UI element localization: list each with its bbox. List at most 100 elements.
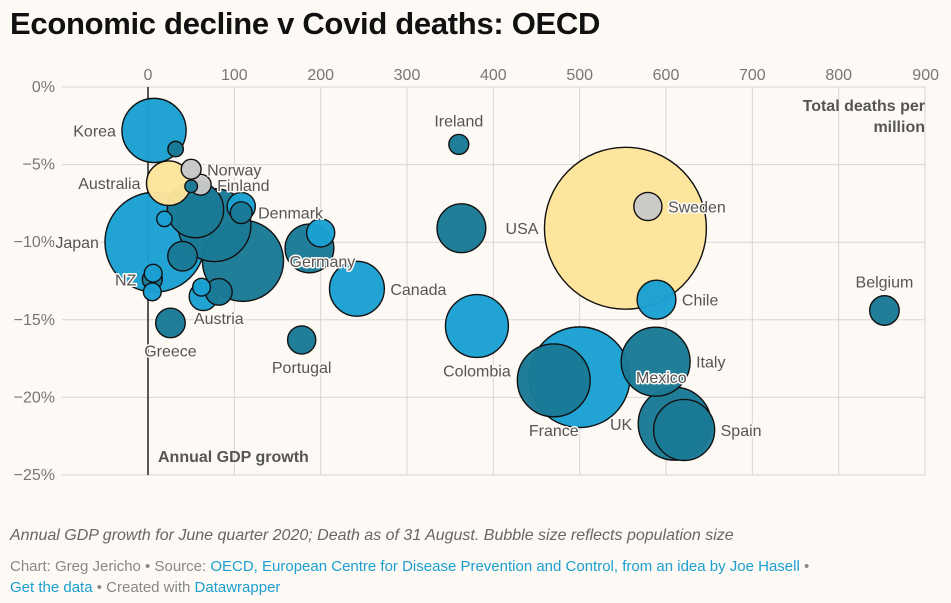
x-tick-label: 900 bbox=[912, 67, 939, 84]
bubble-label: Spain bbox=[721, 423, 762, 440]
bubble-label: Sweden bbox=[668, 200, 726, 217]
y-tick-label: −25% bbox=[14, 467, 55, 484]
colombia-bubble bbox=[444, 293, 510, 359]
get-the-data-link[interactable]: Get the data bbox=[10, 579, 93, 596]
source-link[interactable]: OECD, European Centre for Disease Preven… bbox=[210, 558, 800, 575]
denmark-bubble bbox=[229, 201, 253, 225]
y-tick-label: −10% bbox=[14, 234, 55, 251]
unlabeled-bubble bbox=[155, 210, 173, 228]
grid-lines bbox=[62, 86, 926, 476]
portugal-bubble bbox=[286, 325, 317, 355]
ireland-bubble bbox=[448, 133, 470, 156]
bubble-label: Australia bbox=[78, 176, 140, 193]
unlabeled-bubble bbox=[143, 263, 163, 283]
x-tick-label: 0 bbox=[144, 67, 153, 84]
greece-bubble bbox=[154, 307, 186, 339]
bubble-label-halo: UK bbox=[610, 417, 633, 434]
unlabeled-bubble bbox=[305, 218, 336, 248]
bubble-label: USA bbox=[506, 221, 539, 238]
datawrapper-link[interactable]: Datawrapper bbox=[194, 579, 281, 596]
bubble-label: Denmark bbox=[258, 206, 324, 223]
bubble-label-halo: Japan bbox=[55, 235, 99, 252]
unlabeled-bubble bbox=[167, 140, 185, 158]
bubble-label-halo: Portugal bbox=[272, 360, 332, 377]
bubble-label: Canada bbox=[390, 282, 446, 299]
bubble-label-halo: Germany bbox=[290, 254, 356, 271]
bubble-label-halo: Norway bbox=[207, 162, 261, 179]
bubble-chart: 0 100 200 300 400 500 600 700 800 900 0% −5% −10% −1… bbox=[14, 67, 940, 484]
bubble-label-halo: Italy bbox=[696, 355, 725, 372]
france-bubble bbox=[516, 343, 591, 418]
x-tick-label: 100 bbox=[221, 67, 248, 84]
chart-credits: Chart: Greg Jericho • Source: OECD, Euro… bbox=[10, 556, 940, 598]
bubble-label: Norway bbox=[207, 162, 261, 179]
unlabeled-bubble bbox=[167, 240, 198, 272]
x-tick-label: 700 bbox=[739, 67, 766, 84]
x-tick-label: 500 bbox=[566, 67, 593, 84]
sweden-bubble bbox=[633, 191, 663, 222]
bubble-label-halo: NZ bbox=[115, 272, 137, 289]
bubble-label: Finland bbox=[217, 178, 269, 195]
bubble-label: NZ bbox=[115, 272, 137, 289]
created-with-label: • Created with bbox=[92, 579, 195, 596]
chart-title: Economic decline v Covid deaths: OECD bbox=[10, 6, 601, 41]
x-tick-label: 400 bbox=[480, 67, 507, 84]
bubbles bbox=[104, 97, 900, 462]
y-tick-label: −20% bbox=[14, 389, 55, 406]
usa-bubble bbox=[543, 146, 708, 310]
bubble-label: Belgium bbox=[856, 275, 914, 292]
bubble-label-halo: Austria bbox=[194, 311, 244, 328]
bubble-label: Germany bbox=[290, 254, 356, 271]
bubble-label: Korea bbox=[73, 123, 116, 140]
bubble-label-halo: Finland bbox=[217, 178, 269, 195]
unlabeled-bubble bbox=[436, 203, 487, 254]
bubble-label: Ireland bbox=[434, 113, 483, 130]
chile-bubble bbox=[636, 279, 677, 320]
source-label: • Source: bbox=[140, 558, 211, 575]
bubble-label: Mexico bbox=[636, 370, 687, 387]
bubble-label: Japan bbox=[55, 235, 99, 252]
bubble-label: Chile bbox=[682, 293, 719, 310]
italy-bubble bbox=[620, 326, 691, 397]
bubble-label-halo: Canada bbox=[390, 282, 446, 299]
x-tick-label: 600 bbox=[653, 67, 680, 84]
bubble-label-halo: Denmark bbox=[258, 206, 324, 223]
bubble-label-halo: France bbox=[529, 423, 579, 440]
bubble-label-halo: Greece bbox=[144, 344, 197, 361]
bubble-label-halo: Sweden bbox=[668, 200, 726, 217]
bubble-label-halo: USA bbox=[506, 221, 539, 238]
y-tick-label: −15% bbox=[14, 312, 55, 329]
belgium-bubble bbox=[868, 295, 900, 326]
bubble-label: Italy bbox=[696, 355, 725, 372]
bubble-label-halo: Mexico bbox=[636, 370, 687, 387]
bubble-label: France bbox=[529, 423, 579, 440]
bubble-label: Colombia bbox=[443, 363, 511, 380]
y-axis-label: Annual GDP growth bbox=[158, 449, 309, 466]
unlabeled-bubble bbox=[184, 179, 199, 194]
y-tick-label: −5% bbox=[23, 157, 55, 174]
x-tick-label: 800 bbox=[825, 67, 852, 84]
credits-separator: • bbox=[799, 558, 810, 575]
bubble-label-halo: Ireland bbox=[434, 113, 483, 130]
norway-bubble bbox=[180, 158, 202, 180]
bubble-label-halo: Belgium bbox=[856, 275, 914, 292]
bubble-labels: USAUSAMexicoMexicoJapanJapanGermanyGerma… bbox=[54, 112, 915, 442]
bubble-label-halo: Spain bbox=[721, 423, 762, 440]
x-tick-label: 300 bbox=[394, 67, 421, 84]
bubble-label: UK bbox=[610, 417, 633, 434]
bubble-label-halo: Korea bbox=[73, 123, 116, 140]
bubble-label: Austria bbox=[194, 311, 244, 328]
spain-bubble bbox=[652, 398, 716, 462]
x-tick-labels: 0 100 200 300 400 500 600 700 800 900 bbox=[144, 67, 940, 84]
bubble-label-halo: Australia bbox=[78, 176, 140, 193]
unlabeled-bubble bbox=[191, 277, 212, 297]
x-tick-label: 200 bbox=[307, 67, 334, 84]
bubble-label-halo: Colombia bbox=[443, 363, 511, 380]
x-axis-label-line-1: Total deaths per bbox=[803, 98, 925, 115]
y-tick-labels: 0% −5% −10% −15% −20% −25% bbox=[14, 79, 55, 484]
bubble-label: Portugal bbox=[272, 360, 332, 377]
chart-author: Chart: Greg Jericho bbox=[10, 558, 141, 575]
chart-caption: Annual GDP growth for June quarter 2020;… bbox=[10, 527, 734, 544]
canada-bubble bbox=[328, 260, 386, 317]
bubble-label: Greece bbox=[144, 344, 197, 361]
